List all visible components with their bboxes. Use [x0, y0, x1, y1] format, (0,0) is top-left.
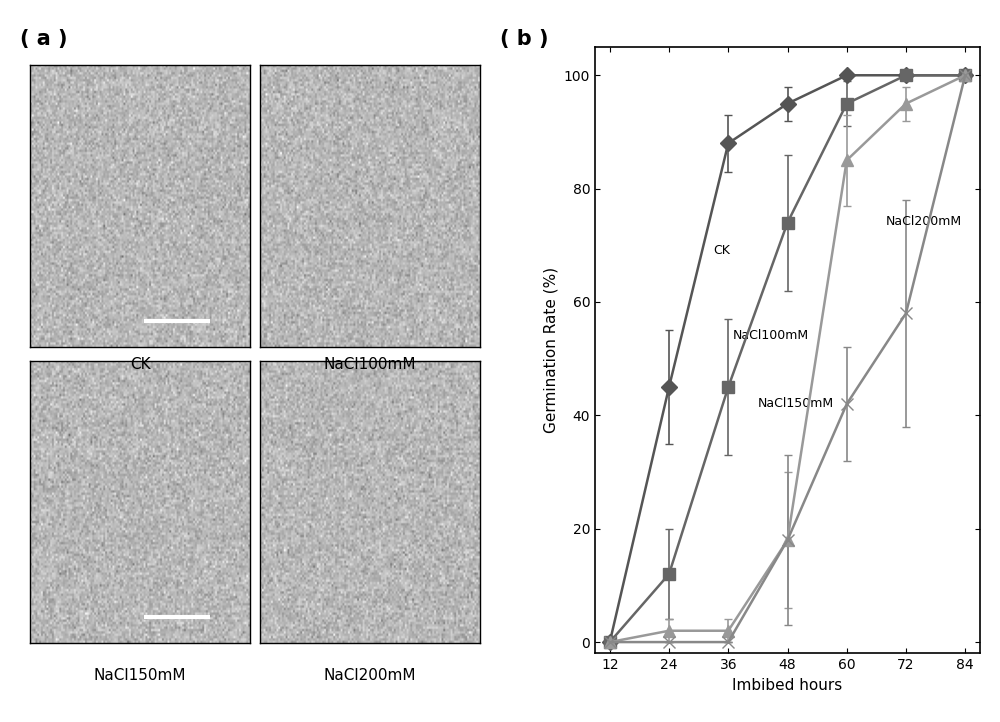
- Text: CK: CK: [130, 357, 150, 373]
- Y-axis label: Germination Rate (%): Germination Rate (%): [543, 267, 558, 433]
- Text: NaCl200mM: NaCl200mM: [886, 215, 962, 228]
- Text: ( b ): ( b ): [500, 29, 548, 49]
- Text: NaCl150mM: NaCl150mM: [758, 396, 834, 409]
- Text: CK: CK: [713, 243, 730, 256]
- X-axis label: Imbibed hours: Imbibed hours: [732, 678, 843, 693]
- Text: NaCl100mM: NaCl100mM: [733, 329, 809, 342]
- Text: NaCl150mM: NaCl150mM: [94, 668, 186, 683]
- Text: NaCl100mM: NaCl100mM: [324, 357, 416, 373]
- Text: NaCl200mM: NaCl200mM: [324, 668, 416, 683]
- Text: ( a ): ( a ): [20, 29, 68, 49]
